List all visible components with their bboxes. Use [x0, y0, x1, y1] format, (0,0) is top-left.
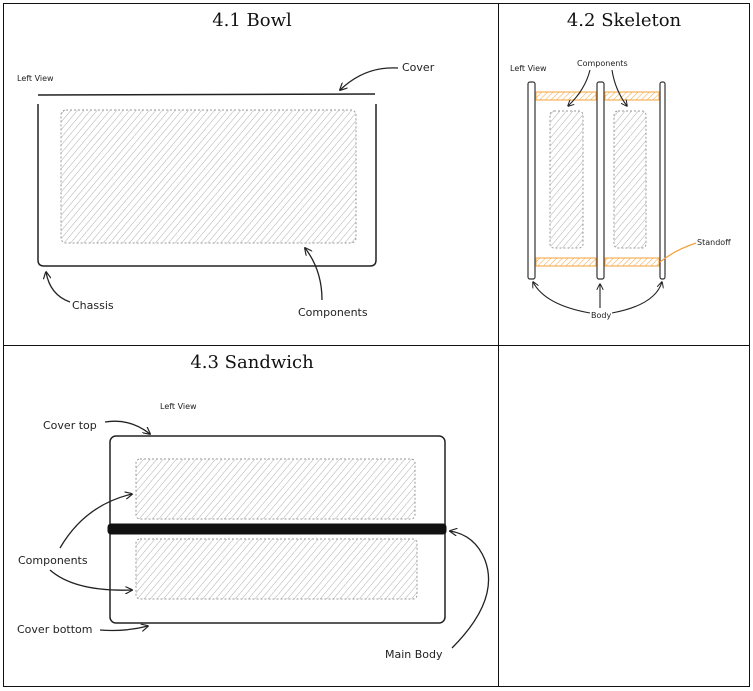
empty-cell — [499, 346, 749, 686]
sandwich-panel: 4.3 Sandwich Left View Cover top Compone… — [17, 352, 490, 661]
skeleton-body-right — [659, 81, 666, 280]
sandwich-title: 4.3 Sandwich — [190, 352, 314, 373]
bowl-chassis-label: Chassis — [72, 299, 114, 312]
bowl-panel: 4.1 Bowl Left View Cover Chassis Compone… — [17, 10, 435, 319]
skeleton-body-arrow — [611, 282, 662, 314]
skeleton-standoff-label: Standoff — [697, 238, 731, 247]
skeleton-panel: 4.2 Skeleton Left View Components Stando… — [510, 10, 731, 320]
skeleton-component — [549, 110, 584, 249]
bowl-components-block — [60, 109, 357, 244]
bowl-cover-label: Cover — [402, 61, 435, 74]
sandwich-components-label: Components — [18, 554, 88, 567]
bowl-cover-arrow — [340, 67, 399, 90]
sandwich-main-body-arrow — [450, 531, 490, 649]
table-grid — [3, 3, 750, 687]
bowl-title: 4.1 Bowl — [212, 10, 292, 31]
skeleton-components-label: Components — [577, 59, 628, 68]
sandwich-main-body-label: Main Body — [385, 648, 443, 661]
sandwich-component-top — [135, 458, 416, 520]
skeleton-standoff — [535, 91, 597, 101]
skeleton-body-arrow — [533, 282, 591, 314]
sandwich-cover-top-arrow — [104, 420, 150, 434]
sandwich-cover-top-label: Cover top — [43, 419, 97, 432]
sandwich-cover-bottom-arrow — [99, 626, 148, 631]
skeleton-view-label: Left View — [510, 64, 547, 73]
skeleton-body-label: Body — [591, 311, 611, 320]
skeleton-body-left — [527, 81, 536, 280]
bowl-chassis — [37, 104, 377, 267]
sandwich-components-arrow — [49, 569, 132, 590]
sandwich-cover-bottom-label: Cover bottom — [17, 623, 93, 636]
skeleton-components-arrow — [568, 69, 591, 106]
skeleton-title: 4.2 Skeleton — [567, 10, 682, 31]
sandwich-components-arrow — [59, 494, 132, 549]
skeleton-standoff — [604, 91, 660, 101]
sandwich-view-label: Left View — [160, 402, 197, 411]
skeleton-standoff-leader — [659, 242, 697, 263]
bowl-view-label: Left View — [17, 74, 54, 83]
skeleton-standoff — [604, 257, 660, 267]
sandwich-main-body — [107, 523, 447, 535]
skeleton-components-arrow — [611, 69, 627, 106]
skeleton-body-middle — [596, 81, 605, 280]
sandwich-component-bottom — [135, 538, 418, 600]
skeleton-component — [613, 110, 647, 249]
bowl-components-label: Components — [298, 306, 368, 319]
bowl-cover — [37, 93, 376, 96]
skeleton-standoff — [535, 257, 597, 267]
bowl-components-arrow — [305, 248, 323, 301]
bowl-chassis-arrow — [46, 272, 71, 303]
